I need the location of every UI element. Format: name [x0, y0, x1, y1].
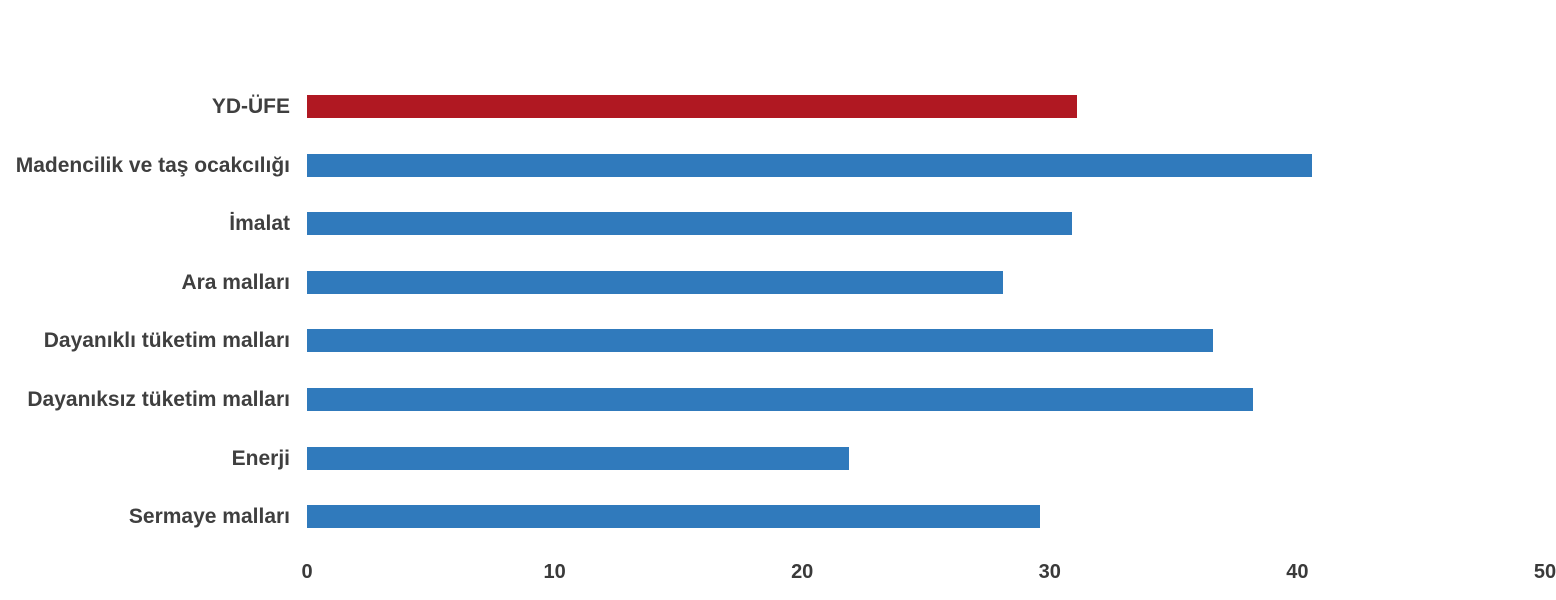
category-label: Madencilik ve taş ocakcılığı [15, 153, 290, 177]
bar [307, 153, 1313, 177]
category-label: YD-ÜFE [211, 95, 290, 118]
x-tick-label: 10 [543, 561, 566, 583]
category-label: Dayanıklı tüketim malları [43, 329, 290, 353]
bar [307, 270, 1003, 294]
category-label: Enerji [231, 446, 290, 470]
bar [307, 505, 1040, 529]
bar [307, 95, 1078, 118]
x-tick-label: 40 [1286, 561, 1309, 583]
category-label: İmalat [229, 212, 290, 236]
category-label: Dayanıksız tüketim malları [27, 388, 290, 411]
bar [307, 212, 1073, 236]
bar [307, 446, 850, 470]
category-label: Sermaye malları [128, 505, 290, 529]
category-label: Ara malları [181, 270, 290, 294]
x-tick-label: 0 [301, 561, 313, 583]
x-tick-label: 50 [1533, 561, 1556, 583]
x-tick-label: 30 [1038, 561, 1061, 583]
bar [307, 329, 1214, 353]
bar [307, 388, 1253, 411]
x-tick-label: 20 [791, 561, 814, 583]
